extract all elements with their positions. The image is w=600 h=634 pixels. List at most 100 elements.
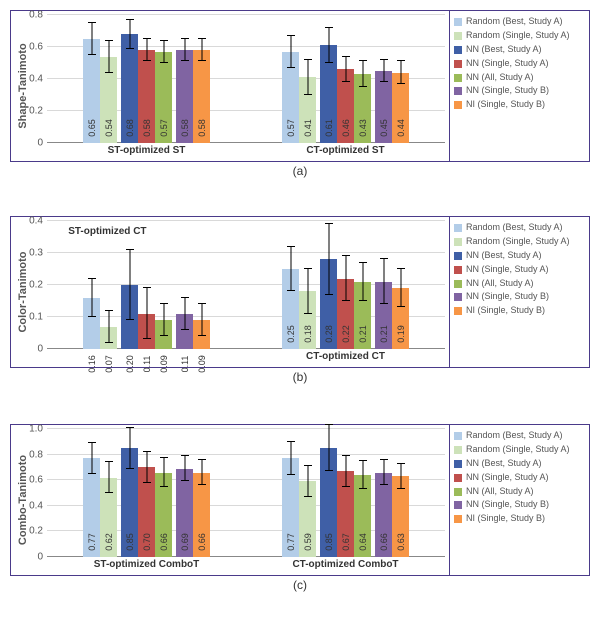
- bar-value-label: 0.85: [324, 533, 334, 551]
- error-bar: [328, 224, 329, 294]
- groups-row: 0.650.540.680.580.570.580.580.570.410.61…: [47, 17, 445, 143]
- legend-label: NN (Single, Study B): [466, 500, 549, 510]
- error-cap: [380, 459, 388, 460]
- bar-value-label: 0.28: [324, 325, 334, 343]
- y-tick-label: 1.0: [15, 424, 43, 435]
- legend-swatch: [454, 460, 462, 468]
- error-bar: [290, 442, 291, 475]
- error-bar: [129, 20, 130, 49]
- panel-caption: (c): [10, 578, 590, 592]
- legend-label: Random (Best, Study A): [466, 431, 563, 441]
- bar-cluster: 0.650.540.680.580.570.580.58: [83, 15, 210, 143]
- error-cap: [126, 319, 134, 320]
- legend-label: Random (Single, Study A): [466, 237, 570, 247]
- error-cap: [143, 451, 151, 452]
- error-bar: [362, 61, 363, 87]
- legend-label: Random (Best, Study A): [466, 17, 563, 27]
- error-bar: [307, 466, 308, 497]
- bar-value-label: 0.77: [87, 533, 97, 551]
- legend-label: Random (Best, Study A): [466, 223, 563, 233]
- legend-item: NN (Single, Study A): [454, 473, 585, 483]
- bar-subcluster: 0.610.460.43: [320, 15, 371, 143]
- bar-wrap: 0.59: [299, 429, 316, 557]
- error-bar: [184, 456, 185, 482]
- bar-wrap: 0.43: [354, 15, 371, 143]
- panel-a: Shape-Tanimoto00.20.40.60.80.650.540.680…: [10, 10, 590, 178]
- bar-group: 0.770.620.850.700.660.690.66: [47, 431, 246, 557]
- error-cap: [380, 59, 388, 60]
- bar-wrap: 0.85: [121, 429, 138, 557]
- legend-label: NN (Single, Study A): [466, 473, 549, 483]
- legend-swatch: [454, 446, 462, 454]
- error-cap: [181, 297, 189, 298]
- error-bar: [290, 36, 291, 68]
- bar-value-label: 0.61: [324, 119, 334, 137]
- bar-subcluster: 0.450.44: [375, 15, 409, 143]
- error-cap: [88, 22, 96, 23]
- bar-value-label: 0.21: [379, 325, 389, 343]
- y-tick-label: 0.8: [15, 449, 43, 460]
- error-bar: [383, 259, 384, 304]
- error-cap: [143, 482, 151, 483]
- error-bar: [201, 39, 202, 61]
- legend-item: Random (Single, Study A): [454, 237, 585, 247]
- legend-item: NN (All, Study A): [454, 73, 585, 83]
- legend-swatch: [454, 224, 462, 232]
- bar-wrap: 0.45: [375, 15, 392, 143]
- error-cap: [160, 335, 168, 336]
- legend-item: NN (Best, Study A): [454, 459, 585, 469]
- error-cap: [160, 486, 168, 487]
- error-cap: [380, 81, 388, 82]
- error-cap: [287, 35, 295, 36]
- legend-item: Random (Single, Study A): [454, 31, 585, 41]
- bar-value-label: 0.77: [286, 533, 296, 551]
- error-bar: [362, 461, 363, 489]
- error-cap: [397, 60, 405, 61]
- plot-area: 00.20.40.60.81.00.770.620.850.700.660.69…: [47, 431, 445, 557]
- error-cap: [397, 306, 405, 307]
- bar-wrap: 0.09: [155, 221, 172, 349]
- error-cap: [105, 72, 113, 73]
- legend-swatch: [454, 501, 462, 509]
- legend-item: NN (Single, Study A): [454, 265, 585, 275]
- error-cap: [181, 455, 189, 456]
- bar-value-label: 0.66: [379, 533, 389, 551]
- y-tick-label: 0: [15, 552, 43, 563]
- legend-label: NN (All, Study A): [466, 279, 534, 289]
- bar-wrap: 0.22: [337, 221, 354, 349]
- legend-label: NN (Best, Study A): [466, 45, 542, 55]
- error-cap: [304, 465, 312, 466]
- group-label: [47, 351, 246, 365]
- legend-swatch: [454, 101, 462, 109]
- bar-value-label: 0.58: [197, 119, 207, 137]
- legend-item: NN (All, Study A): [454, 279, 585, 289]
- bar-wrap: 0.18: [299, 221, 316, 349]
- bar-value-label: 0.25: [286, 325, 296, 343]
- error-cap: [304, 94, 312, 95]
- bar-subcluster: 0.650.54: [83, 15, 117, 143]
- bar-subcluster: 0.770.59: [282, 429, 316, 557]
- bar-wrap: 0.66: [193, 429, 210, 557]
- error-bar: [307, 269, 308, 314]
- legend-swatch: [454, 488, 462, 496]
- bar-wrap: 0.65: [83, 15, 100, 143]
- error-cap: [325, 470, 333, 471]
- y-tick-label: 0.3: [15, 248, 43, 259]
- bar-subcluster: 0.110.09: [176, 221, 210, 349]
- y-tick-label: 0.2: [15, 280, 43, 291]
- legend-item: Random (Single, Study A): [454, 445, 585, 455]
- error-cap: [287, 67, 295, 68]
- bar-value-label: 0.62: [104, 533, 114, 551]
- legend-swatch: [454, 515, 462, 523]
- legend-label: Random (Single, Study A): [466, 445, 570, 455]
- error-bar: [146, 39, 147, 61]
- bar-wrap: 0.63: [392, 429, 409, 557]
- bar-wrap: 0.21: [354, 221, 371, 349]
- bar-group: 0.650.540.680.580.570.580.58: [47, 17, 246, 143]
- error-bar: [345, 57, 346, 83]
- bar-wrap: 0.44: [392, 15, 409, 143]
- bar-wrap: 0.77: [83, 429, 100, 557]
- bar-subcluster: 0.580.58: [176, 15, 210, 143]
- error-bar: [146, 452, 147, 483]
- error-bar: [345, 456, 346, 487]
